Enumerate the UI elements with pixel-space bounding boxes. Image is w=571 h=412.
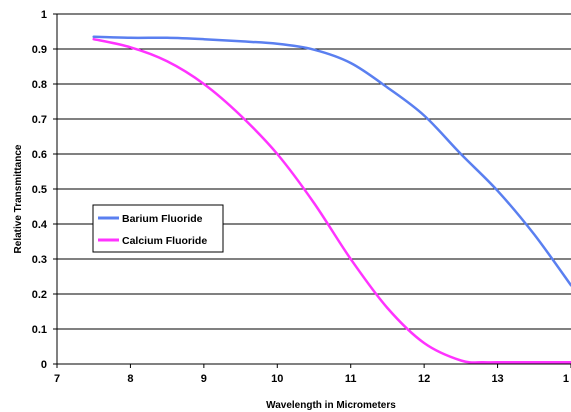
y-tick-label-1: 0.1 bbox=[32, 324, 47, 336]
tick-labels: 0 0.1 0.2 0.3 0.4 0.5 0.6 0.7 0.8 0.9 1 7 8 9 10 11 12 13… bbox=[32, 9, 571, 385]
x-tick-label-2: 9 bbox=[201, 373, 207, 385]
series-line-calcium-fluoride bbox=[92, 37, 571, 364]
legend-label-calcium-fluoride: Calcium Fluoride bbox=[122, 235, 207, 247]
y-tick-label-3: 0.3 bbox=[32, 254, 47, 266]
x-tick-label-3: 10 bbox=[271, 373, 283, 385]
legend: Barium Fluoride Calcium Fluoride bbox=[92, 204, 224, 253]
x-tick-label-1: 8 bbox=[127, 373, 133, 385]
x-tick-label-0: 7 bbox=[54, 373, 60, 385]
y-tick-label-10: 1 bbox=[41, 9, 47, 21]
legend-box bbox=[92, 204, 224, 253]
y-tick-label-7: 0.7 bbox=[32, 114, 47, 126]
x-tick-label-5: 12 bbox=[418, 373, 430, 385]
x-tick-label-4: 11 bbox=[345, 373, 357, 385]
legend-label-barium-fluoride: Barium Fluoride bbox=[122, 213, 203, 225]
y-tick-label-5: 0.5 bbox=[32, 184, 47, 196]
y-tick-label-6: 0.6 bbox=[32, 149, 47, 161]
x-tick-label-6: 13 bbox=[491, 373, 503, 385]
y-tick-label-9: 0.9 bbox=[32, 44, 47, 56]
series-line-barium-fluoride bbox=[92, 35, 571, 287]
y-axis-title: Relative Transmittance bbox=[13, 144, 24, 253]
y-tick-label-8: 0.8 bbox=[32, 79, 47, 91]
series-lines bbox=[92, 35, 571, 364]
grid-lines bbox=[57, 13, 571, 330]
y-tick-label-4: 0.4 bbox=[32, 219, 48, 231]
x-axis-title: Wavelength in Micrometers bbox=[266, 400, 396, 411]
x-tick-label-7: 1 bbox=[563, 373, 569, 385]
y-tick-label-0: 0 bbox=[41, 359, 47, 371]
y-tick-label-2: 0.2 bbox=[32, 289, 47, 301]
